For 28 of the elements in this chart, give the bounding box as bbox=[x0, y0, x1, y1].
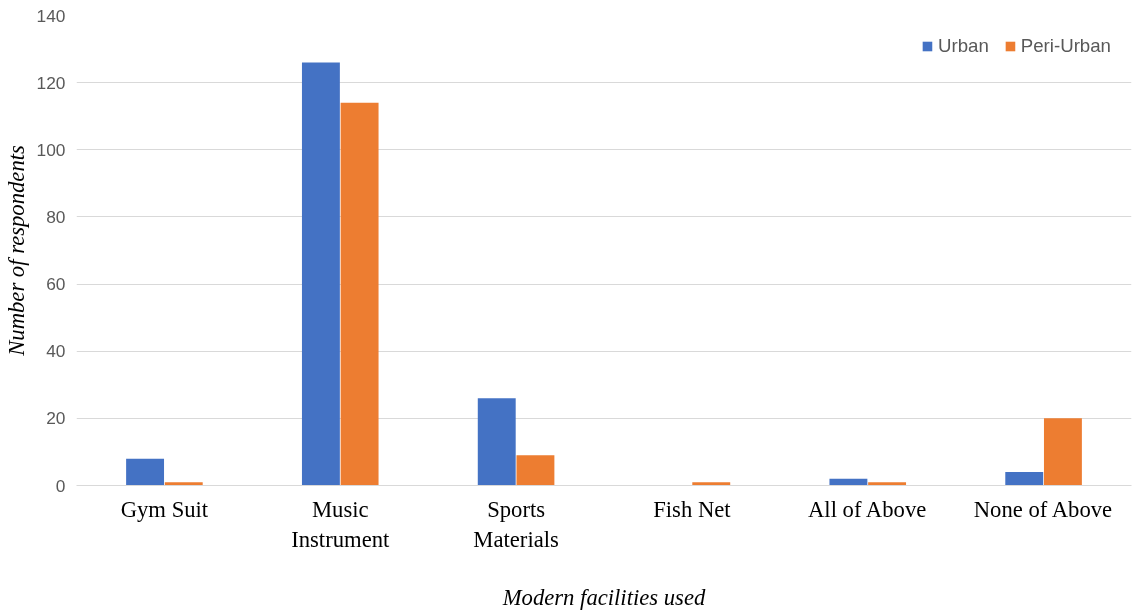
x-tick-label: Gym Suit bbox=[120, 496, 209, 522]
bar bbox=[1043, 418, 1082, 486]
x-tick-label: Fish Net bbox=[653, 496, 732, 522]
x-tick-label: All of Above bbox=[807, 496, 927, 522]
legend-label: Urban bbox=[937, 35, 989, 57]
bar bbox=[164, 482, 203, 486]
legend-label: Peri-Urban bbox=[1020, 35, 1111, 57]
y-tick-label: 120 bbox=[36, 72, 66, 93]
bar bbox=[126, 458, 165, 486]
y-tick-label: 80 bbox=[46, 206, 66, 227]
y-tick-label: 40 bbox=[46, 341, 66, 362]
x-axis-title: Modern facilities used bbox=[501, 584, 706, 610]
x-tick-label: Sports Materials bbox=[473, 496, 559, 552]
y-tick-label: 140 bbox=[36, 5, 66, 26]
bar bbox=[516, 455, 555, 486]
bar bbox=[1005, 472, 1044, 486]
bar bbox=[301, 62, 340, 486]
y-tick-label: 100 bbox=[36, 139, 66, 160]
x-tick-label: None of Above bbox=[973, 496, 1113, 522]
y-axis-title: Number of respondents bbox=[3, 145, 29, 357]
bar bbox=[692, 482, 731, 486]
bar bbox=[340, 102, 379, 486]
y-tick-label: 0 bbox=[55, 475, 66, 496]
y-tick-label: 20 bbox=[46, 408, 66, 429]
y-tick-label: 60 bbox=[46, 274, 66, 295]
x-tick-label: Music Instrument bbox=[291, 496, 391, 552]
bar bbox=[868, 482, 907, 486]
bar bbox=[477, 398, 516, 486]
